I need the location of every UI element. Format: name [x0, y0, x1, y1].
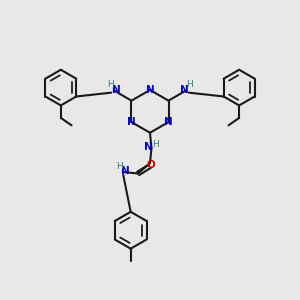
Text: N: N: [180, 85, 188, 95]
Text: H: H: [187, 80, 193, 89]
Text: O: O: [146, 160, 155, 170]
Text: N: N: [127, 117, 136, 127]
Text: N: N: [146, 85, 154, 95]
Text: N: N: [112, 85, 120, 95]
Text: N: N: [121, 166, 130, 176]
Text: H: H: [116, 162, 122, 171]
Text: H: H: [107, 80, 113, 89]
Text: N: N: [143, 142, 152, 152]
Text: N: N: [164, 117, 173, 127]
Text: H: H: [152, 140, 159, 149]
